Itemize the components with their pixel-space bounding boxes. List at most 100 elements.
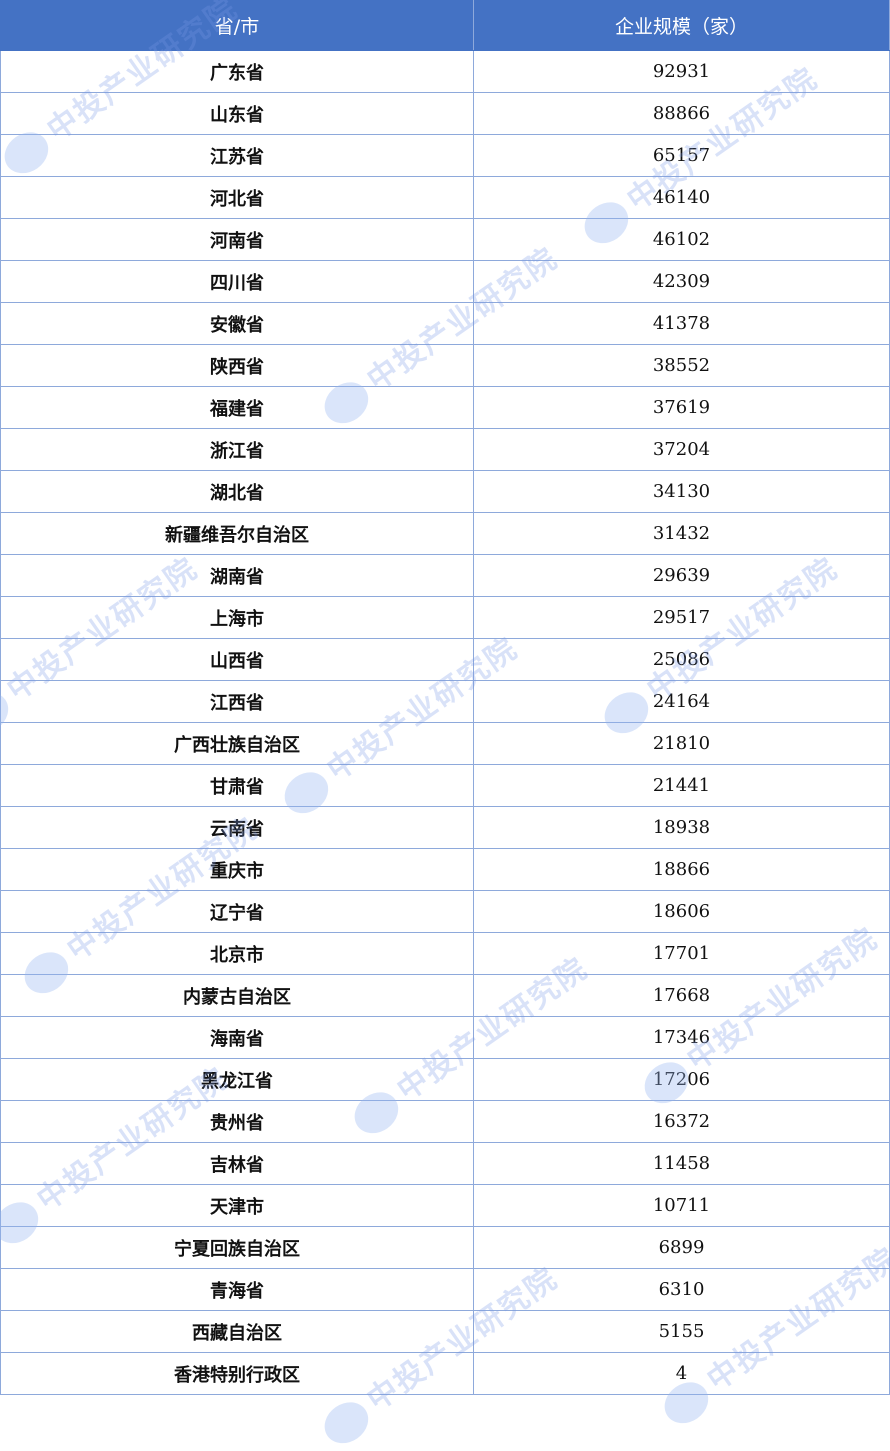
table-row: 上海市 29517 [0,596,890,639]
table-row: 北京市 17701 [0,932,890,975]
count-cell: 18866 [473,848,890,891]
count-cell: 25086 [473,638,890,681]
table-row: 吉林省 11458 [0,1142,890,1185]
count-cell: 37204 [473,428,890,471]
province-cell: 天津市 [0,1184,474,1227]
province-cell: 安徽省 [0,302,474,345]
table-row: 青海省 6310 [0,1268,890,1311]
province-cell: 黑龙江省 [0,1058,474,1101]
count-cell: 16372 [473,1100,890,1143]
table-row: 贵州省 16372 [0,1100,890,1143]
count-cell: 17668 [473,974,890,1017]
table-row: 宁夏回族自治区 6899 [0,1226,890,1269]
count-cell: 29517 [473,596,890,639]
count-cell: 4 [473,1352,890,1395]
province-cell: 西藏自治区 [0,1310,474,1353]
count-cell: 46140 [473,176,890,219]
table-row: 江西省 24164 [0,680,890,723]
province-cell: 香港特别行政区 [0,1352,474,1395]
province-cell: 甘肃省 [0,764,474,807]
header-province: 省/市 [0,0,474,51]
province-cell: 江苏省 [0,134,474,177]
table-row: 重庆市 18866 [0,848,890,891]
table-row: 四川省 42309 [0,260,890,303]
province-cell: 贵州省 [0,1100,474,1143]
province-cell: 新疆维吾尔自治区 [0,512,474,555]
table-row: 江苏省 65157 [0,134,890,177]
table-row: 安徽省 41378 [0,302,890,345]
table-row: 湖北省 34130 [0,470,890,513]
count-cell: 24164 [473,680,890,723]
table-row: 新疆维吾尔自治区 31432 [0,512,890,555]
count-cell: 18938 [473,806,890,849]
header-enterprise-count: 企业规模（家） [473,0,890,51]
count-cell: 42309 [473,260,890,303]
province-cell: 云南省 [0,806,474,849]
count-cell: 65157 [473,134,890,177]
count-cell: 92931 [473,50,890,93]
count-cell: 31432 [473,512,890,555]
province-cell: 浙江省 [0,428,474,471]
table-row: 陕西省 38552 [0,344,890,387]
count-cell: 46102 [473,218,890,261]
table-row: 山西省 25086 [0,638,890,681]
province-cell: 吉林省 [0,1142,474,1185]
table-row: 天津市 10711 [0,1184,890,1227]
count-cell: 29639 [473,554,890,597]
table-row: 甘肃省 21441 [0,764,890,807]
province-cell: 辽宁省 [0,890,474,933]
count-cell: 6899 [473,1226,890,1269]
table-row: 黑龙江省 17206 [0,1058,890,1101]
count-cell: 17701 [473,932,890,975]
table-row: 河南省 46102 [0,218,890,261]
table-row: 浙江省 37204 [0,428,890,471]
province-cell: 宁夏回族自治区 [0,1226,474,1269]
watermark-logo-icon [316,1393,376,1451]
table-row: 内蒙古自治区 17668 [0,974,890,1017]
count-cell: 34130 [473,470,890,513]
table-body: 广东省 92931 山东省 88866 江苏省 65157 河北省 46140 河南省 46102… [0,50,890,1395]
count-cell: 18606 [473,890,890,933]
province-cell: 陕西省 [0,344,474,387]
count-cell: 37619 [473,386,890,429]
table-row: 辽宁省 18606 [0,890,890,933]
table-row: 湖南省 29639 [0,554,890,597]
table-row: 福建省 37619 [0,386,890,429]
province-cell: 福建省 [0,386,474,429]
table-row: 香港特别行政区 4 [0,1352,890,1395]
count-cell: 88866 [473,92,890,135]
province-cell: 湖北省 [0,470,474,513]
table-row: 广东省 92931 [0,50,890,93]
table-row: 海南省 17346 [0,1016,890,1059]
province-cell: 海南省 [0,1016,474,1059]
table-row: 河北省 46140 [0,176,890,219]
province-cell: 上海市 [0,596,474,639]
count-cell: 11458 [473,1142,890,1185]
count-cell: 17206 [473,1058,890,1101]
table-row: 西藏自治区 5155 [0,1310,890,1353]
count-cell: 5155 [473,1310,890,1353]
province-cell: 河北省 [0,176,474,219]
province-cell: 山西省 [0,638,474,681]
table-row: 广西壮族自治区 21810 [0,722,890,765]
count-cell: 21810 [473,722,890,765]
count-cell: 21441 [473,764,890,807]
province-cell: 北京市 [0,932,474,975]
province-cell: 广东省 [0,50,474,93]
province-cell: 山东省 [0,92,474,135]
province-cell: 青海省 [0,1268,474,1311]
count-cell: 41378 [473,302,890,345]
province-cell: 四川省 [0,260,474,303]
count-cell: 6310 [473,1268,890,1311]
province-cell: 湖南省 [0,554,474,597]
province-cell: 内蒙古自治区 [0,974,474,1017]
header-row: 省/市 企业规模（家） [0,0,890,51]
count-cell: 10711 [473,1184,890,1227]
enterprise-scale-table: 省/市 企业规模（家） 广东省 92931 山东省 88866 江苏省 65157 河北省 4… [0,0,890,1395]
province-cell: 河南省 [0,218,474,261]
count-cell: 17346 [473,1016,890,1059]
province-cell: 重庆市 [0,848,474,891]
province-cell: 广西壮族自治区 [0,722,474,765]
count-cell: 38552 [473,344,890,387]
table-row: 云南省 18938 [0,806,890,849]
